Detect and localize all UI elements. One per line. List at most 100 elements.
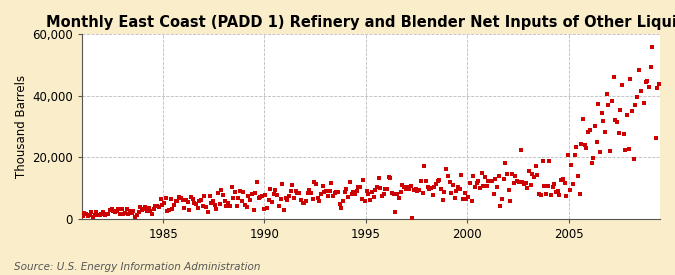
Point: [483, 178, 494, 183]
Point: [138, 207, 149, 211]
Point: [622, 113, 632, 117]
Point: [377, 193, 387, 198]
Point: [136, 208, 147, 212]
Point: [599, 130, 610, 134]
Point: [500, 161, 511, 165]
Point: [463, 195, 474, 199]
Point: [507, 172, 518, 177]
Point: [78, 213, 88, 218]
Point: [504, 188, 514, 192]
Point: [633, 67, 644, 72]
Point: [525, 183, 536, 187]
Point: [425, 185, 436, 190]
Point: [343, 195, 354, 199]
Point: [314, 199, 325, 203]
Point: [245, 198, 256, 203]
Point: [165, 197, 176, 201]
Point: [217, 192, 228, 197]
Point: [192, 206, 203, 211]
Point: [508, 181, 519, 186]
Point: [443, 174, 454, 179]
Point: [381, 187, 392, 191]
Point: [296, 197, 306, 202]
Point: [421, 178, 431, 183]
Point: [196, 197, 207, 202]
Point: [460, 191, 470, 196]
Point: [652, 86, 663, 90]
Point: [310, 182, 321, 186]
Point: [552, 188, 563, 193]
Point: [348, 190, 358, 195]
Point: [502, 172, 512, 176]
Title: Monthly East Coast (PADD 1) Refinery and Blender Net Inputs of Other Liquids: Monthly East Coast (PADD 1) Refinery and…: [46, 15, 675, 30]
Point: [142, 209, 153, 213]
Point: [182, 200, 193, 205]
Point: [375, 186, 385, 190]
Point: [498, 177, 509, 181]
Point: [512, 179, 522, 183]
Point: [505, 199, 516, 203]
Point: [207, 199, 218, 204]
Point: [451, 188, 462, 193]
Point: [383, 175, 394, 180]
Point: [140, 205, 151, 209]
Point: [190, 202, 201, 206]
Point: [172, 199, 183, 204]
Point: [304, 188, 315, 192]
Point: [272, 193, 283, 197]
Point: [524, 168, 535, 173]
Point: [223, 201, 234, 206]
Point: [155, 196, 166, 201]
Point: [167, 207, 178, 211]
Point: [326, 181, 337, 185]
Point: [170, 199, 181, 203]
Point: [475, 186, 485, 191]
Point: [213, 191, 223, 195]
Point: [273, 204, 284, 208]
Point: [108, 209, 119, 213]
Point: [461, 196, 472, 201]
Point: [578, 117, 589, 122]
Point: [581, 145, 592, 150]
Point: [200, 205, 211, 209]
Point: [338, 199, 348, 203]
Point: [163, 208, 174, 212]
Point: [253, 196, 264, 200]
Point: [371, 185, 382, 189]
Point: [236, 198, 247, 203]
Point: [157, 203, 167, 208]
Point: [95, 213, 105, 217]
Point: [179, 205, 190, 210]
Point: [284, 193, 294, 198]
Point: [547, 185, 558, 189]
Point: [300, 199, 311, 203]
Point: [368, 195, 379, 199]
Point: [612, 120, 622, 124]
Point: [146, 211, 157, 216]
Point: [246, 192, 257, 196]
Point: [353, 185, 364, 189]
Point: [657, 73, 668, 78]
Point: [610, 118, 620, 122]
Point: [645, 65, 656, 69]
Point: [542, 183, 553, 188]
Point: [390, 210, 401, 214]
Point: [267, 200, 277, 204]
Point: [309, 180, 320, 185]
Point: [418, 164, 429, 169]
Point: [518, 182, 529, 186]
Point: [585, 128, 595, 133]
Point: [306, 191, 317, 195]
Point: [364, 198, 375, 202]
Point: [654, 81, 665, 86]
Point: [327, 194, 338, 198]
Point: [133, 209, 144, 214]
Point: [517, 180, 528, 184]
Point: [407, 216, 418, 220]
Point: [439, 190, 450, 194]
Point: [613, 131, 624, 136]
Point: [118, 212, 129, 216]
Point: [618, 131, 629, 136]
Point: [160, 196, 171, 200]
Point: [485, 178, 495, 183]
